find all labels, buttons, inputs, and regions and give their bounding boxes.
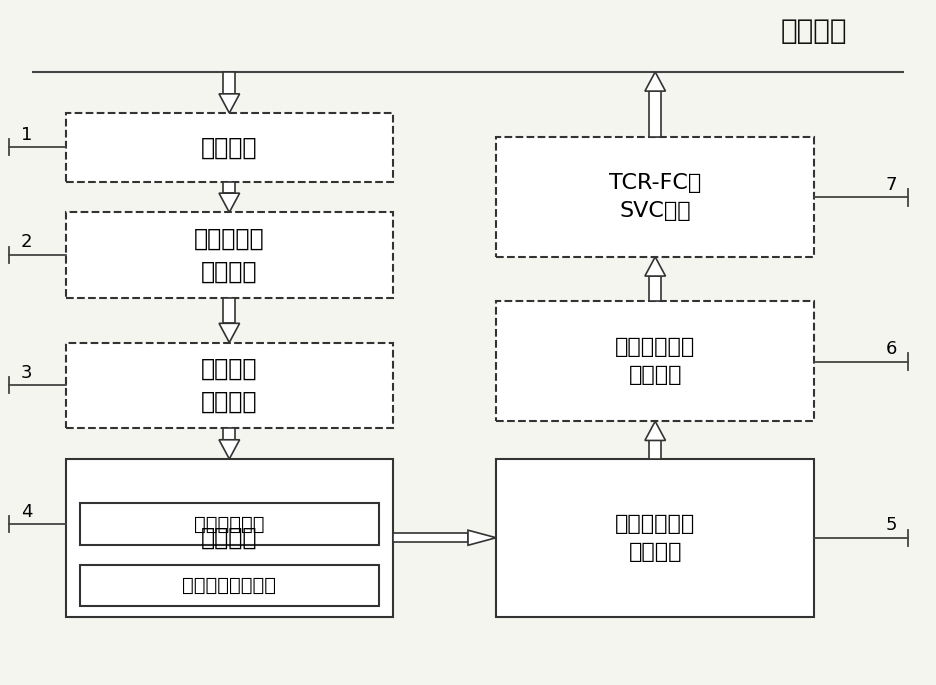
Text: 测量模块: 测量模块 xyxy=(201,135,257,160)
Polygon shape xyxy=(468,530,496,545)
Bar xyxy=(223,428,236,440)
Text: 2: 2 xyxy=(21,234,32,251)
Text: 非线性控制器: 非线性控制器 xyxy=(194,514,265,534)
Bar xyxy=(66,342,393,428)
Bar xyxy=(496,301,814,421)
Polygon shape xyxy=(645,421,665,440)
Text: 1: 1 xyxy=(21,126,32,144)
Text: 5: 5 xyxy=(885,516,897,534)
Bar xyxy=(66,459,393,616)
Bar xyxy=(649,440,662,459)
Bar xyxy=(223,182,236,193)
Text: 6: 6 xyxy=(885,340,897,358)
Bar xyxy=(496,459,814,616)
Text: 控制模块: 控制模块 xyxy=(201,525,257,550)
Bar xyxy=(393,533,468,543)
Bar xyxy=(80,565,379,606)
Text: 状态空间逆向
转换模块: 状态空间逆向 转换模块 xyxy=(615,514,695,562)
Polygon shape xyxy=(645,72,665,91)
Text: TCR-FC型
SVC装置: TCR-FC型 SVC装置 xyxy=(609,173,701,221)
Polygon shape xyxy=(645,257,665,276)
Bar xyxy=(223,298,236,323)
Bar xyxy=(223,72,236,94)
Text: 晶闸管触发和
控制模块: 晶闸管触发和 控制模块 xyxy=(615,337,695,386)
Polygon shape xyxy=(219,94,240,113)
Text: 交流模拟量
输入模块: 交流模拟量 输入模块 xyxy=(194,227,265,284)
Bar xyxy=(66,212,393,298)
Text: 7: 7 xyxy=(885,176,897,194)
Bar xyxy=(496,137,814,257)
Text: 自适应参数估计器: 自适应参数估计器 xyxy=(183,576,276,595)
Text: 状态空间
转换模块: 状态空间 转换模块 xyxy=(201,357,257,414)
Polygon shape xyxy=(219,323,240,342)
Bar xyxy=(649,91,662,137)
Polygon shape xyxy=(219,440,240,459)
Bar xyxy=(66,113,393,182)
Bar xyxy=(80,503,379,545)
Text: 3: 3 xyxy=(21,364,32,382)
Polygon shape xyxy=(219,193,240,212)
Text: 4: 4 xyxy=(21,503,32,521)
Text: 输电系统: 输电系统 xyxy=(781,17,848,45)
Bar xyxy=(649,276,662,301)
